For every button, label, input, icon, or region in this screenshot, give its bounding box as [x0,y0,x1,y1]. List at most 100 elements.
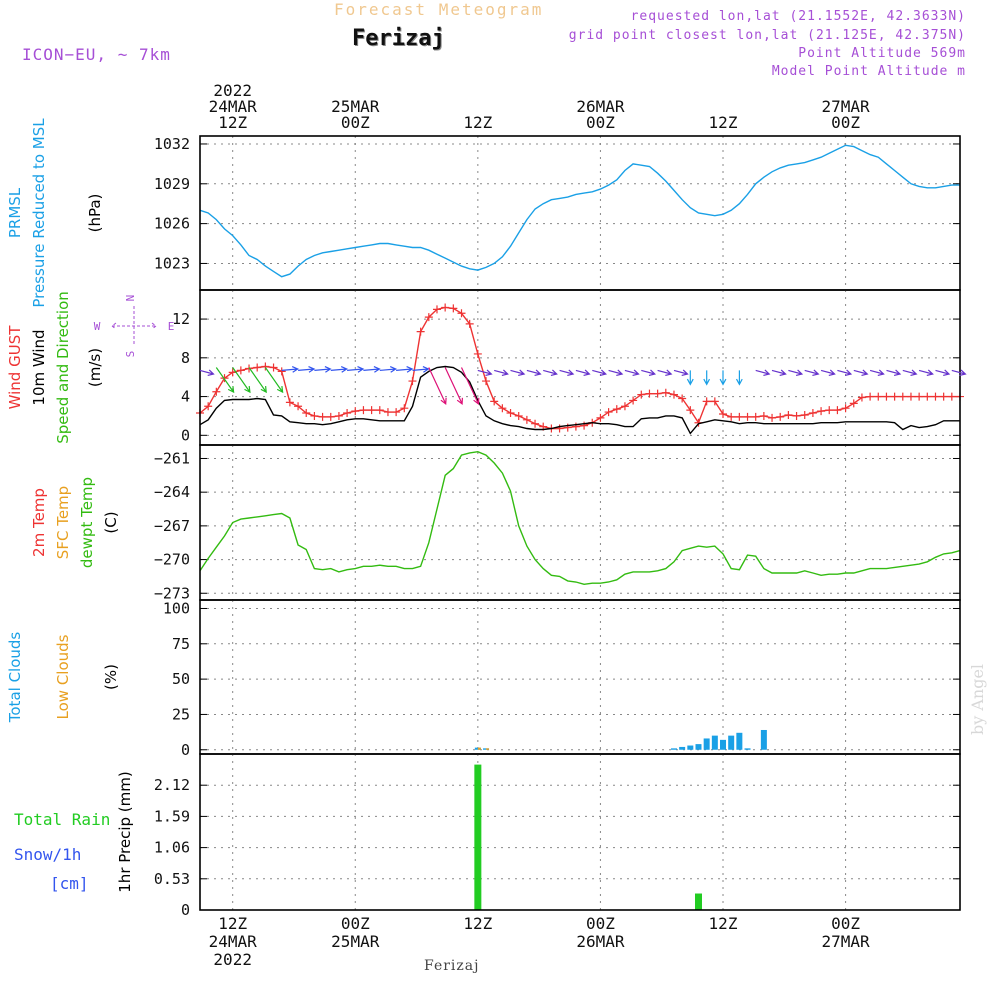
wind-direction-arrow [719,370,727,386]
gust-marker [318,412,327,421]
pressure-ytick-label: 1029 [154,175,190,193]
gust-marker [367,406,376,415]
wind-ytick-label: 4 [181,388,190,406]
compass-east-label: E [168,320,175,333]
wind-direction-arrow [886,369,902,376]
temperature-ytick-label: −267 [154,517,190,535]
gust-marker [931,392,940,401]
clouds-axis-label: Low Clouds [54,634,72,719]
gust-marker [669,390,678,399]
gust-marker [735,412,744,421]
gust-marker [294,402,303,411]
clouds-ytick-label: 0 [181,741,190,759]
wind-direction-arrow [575,369,591,376]
wind-direction-arrow [543,369,558,376]
wind-direction-arrow [755,369,771,376]
gust-marker [629,396,638,405]
gust-marker [580,421,589,430]
wind-direction-arrow [703,370,711,386]
rain-legend-label: Total Rain [14,810,110,829]
gust-marker [261,362,270,371]
gust-marker [866,392,875,401]
clouds-bar [477,747,481,750]
clouds-bar [744,748,751,750]
gust-marker [678,394,687,403]
time-tick-label-top: 27MAR [822,97,871,116]
wind-series-line [199,365,960,435]
pressure-ytick-label: 1026 [154,215,190,233]
wind-direction-arrow [298,366,316,373]
wind-direction-arrow [869,369,885,376]
gust-marker [375,406,384,415]
wind-direction-arrow [460,367,480,405]
clouds-bar [695,744,702,750]
gust-marker [833,406,842,415]
gust-marker [522,415,531,424]
gust-marker [939,392,948,401]
wind-direction-arrow [510,369,526,376]
gust-marker [620,402,629,411]
clouds-bar [486,748,490,750]
wind-direction-arrow [379,366,397,373]
precip-ytick-label: 1.59 [154,807,190,825]
wind-direction-arrow [477,369,493,376]
wind-direction-arrow [281,366,299,373]
precip-bar [474,764,482,910]
pressure-axis-label: (hPa) [86,194,104,233]
gust-marker [906,392,915,401]
time-tick-label-bottom: 27MAR [822,932,871,951]
gust-marker [457,309,466,318]
gust-marker [277,367,286,376]
gust-marker [596,413,605,422]
gust-marker [212,387,221,396]
gust-marker [653,389,662,398]
gust-marker [343,409,352,418]
clouds-bar [728,735,735,750]
gust-marker [874,392,883,401]
clouds-bar [760,729,767,750]
gust-marker [923,392,932,401]
wind-direction-arrow [396,366,414,373]
clouds-bar [736,732,743,750]
gust-marker [776,412,785,421]
precip-ytick-label: 0 [181,901,190,919]
wind-axis-label: Speed and Direction [54,291,72,444]
pressure-series-line [199,144,960,278]
meteogram-title: Forecast Meteogram [334,0,544,19]
gust-marker [310,411,319,420]
time-tick-label-top: 24MAR [209,97,258,116]
wind-direction-arrow [902,369,918,376]
compass-north-label: N [124,295,137,302]
gust-marker [661,388,670,397]
gust-marker [808,409,817,418]
gust-marker [465,319,474,328]
gust-marker [302,409,311,418]
wind-axis-label: (m/s) [86,348,104,387]
time-tick-label-bottom: 00Z [341,914,370,933]
gust-marker [890,392,899,401]
temperature-ytick-label: −261 [154,449,190,467]
time-tick-label-bottom: 2022 [213,950,252,969]
gust-marker [506,409,515,418]
wind-direction-arrow [248,367,267,394]
gust-marker [604,408,613,417]
clouds-bar [720,739,727,750]
wind-direction-arrow [804,369,820,376]
wind-direction-arrow [264,367,284,394]
gust-marker [351,407,360,416]
clouds-ytick-label: 50 [172,670,190,688]
location-title: Ferizaj [352,26,445,51]
gust-marker [359,406,368,415]
wind-ytick-label: 0 [181,426,190,444]
gust-marker [482,377,491,386]
wind-direction-arrow [494,369,509,376]
gust-marker [947,392,956,401]
time-tick-label-bottom: 12Z [709,914,738,933]
gust-marker [400,404,409,413]
clouds-axis-label: Total Clouds [6,632,24,724]
pressure-axis-label: PRMSL [6,187,24,238]
pressure-ytick-label: 1032 [154,135,190,153]
wind-direction-arrow [428,367,447,405]
wind-direction-arrow [788,369,804,376]
